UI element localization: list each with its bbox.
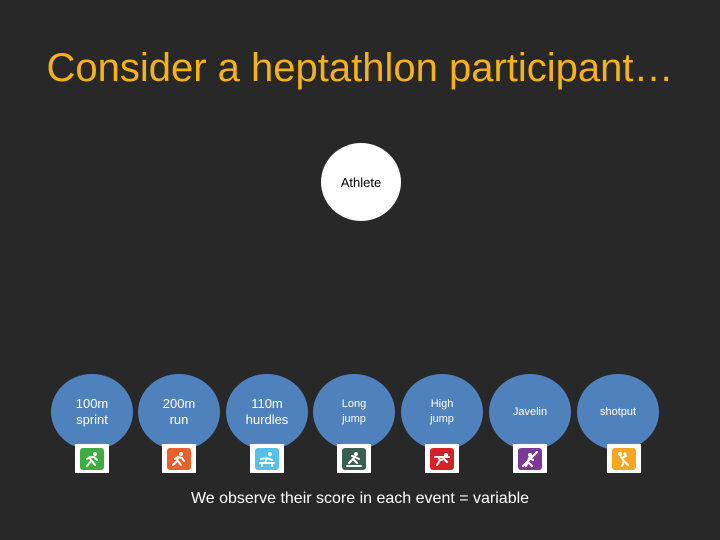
event-node-shotput: shotput [577, 374, 659, 450]
event-label-line1: 100m [75, 396, 109, 411]
event-node-high-jump: High jump [401, 374, 483, 450]
event-label-line2: jump [430, 413, 454, 425]
event-label-line1: Long [341, 398, 367, 410]
sprint-icon [75, 444, 109, 473]
event-node-javelin: Javelin [489, 374, 571, 450]
javelin-icon [513, 444, 547, 473]
event-label-line1: High [430, 398, 454, 410]
long-jump-icon [337, 444, 371, 473]
run-icon [162, 444, 196, 473]
event-label-line2: run [169, 412, 189, 427]
event-label-line1: 110m [251, 396, 283, 411]
event-label-line1: shotput [599, 405, 637, 418]
athlete-label: Athlete [340, 174, 382, 190]
event-node-100m-sprint: 100m sprint [51, 374, 133, 450]
shotput-icon [607, 444, 641, 473]
event-node-200m-run: 200m run [138, 374, 220, 450]
event-label-line2: hurdles [245, 412, 289, 427]
event-node-long-jump: Long jump [313, 374, 395, 450]
event-node-110m-hurdles: 110m hurdles [226, 374, 308, 450]
high-jump-icon [425, 444, 459, 473]
athlete-node: Athlete [321, 143, 401, 221]
event-label-line1: 200m [162, 396, 196, 411]
hurdles-icon [250, 444, 284, 473]
event-label-line2: jump [342, 413, 366, 425]
event-label-line2: sprint [76, 412, 108, 427]
event-label-line1: Javelin [512, 405, 548, 418]
slide-title: Consider a heptathlon participant… [46, 46, 674, 90]
slide-caption: We observe their score in each event = v… [190, 490, 530, 507]
